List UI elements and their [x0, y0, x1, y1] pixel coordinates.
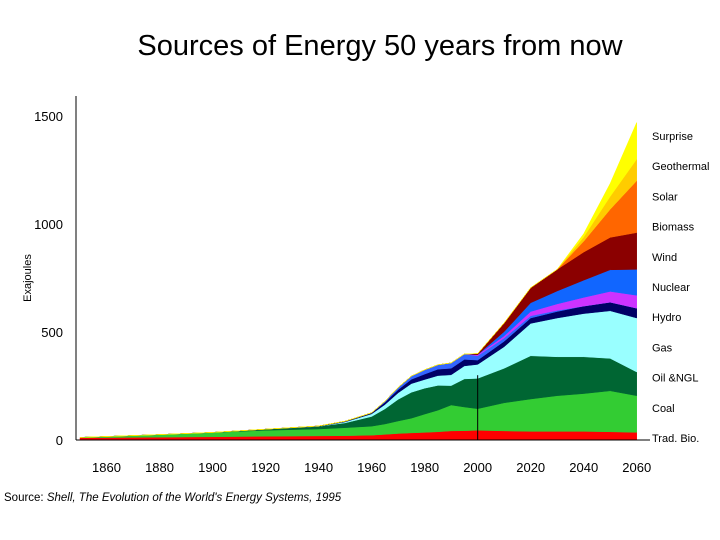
- series-label-hydro: Hydro: [652, 312, 681, 324]
- x-tick-label: 2060: [622, 460, 651, 475]
- y-tick-label: 0: [56, 433, 63, 448]
- series-label-oil-ngl: Oil &NGL: [652, 373, 698, 385]
- axes: [75, 96, 650, 441]
- area-top-band-11: [79, 122, 637, 438]
- series-labels: Trad. Bio. Coal Oil &NGL Gas Hydro Nuclear Win…: [652, 131, 709, 445]
- y-axis-label: Exajoules: [22, 254, 34, 302]
- x-tick-label: 1880: [145, 460, 174, 475]
- x-tick-label: 2020: [516, 460, 545, 475]
- area-coal: [79, 390, 637, 439]
- y-tick-label: 1500: [34, 109, 63, 124]
- chart-title: Sources of Energy 50 years from now: [137, 30, 623, 62]
- source-prefix: Source:: [4, 492, 44, 504]
- series-label-gas: Gas: [652, 342, 673, 354]
- x-tick-label: 2040: [569, 460, 598, 475]
- x-tick-label: 1920: [251, 460, 280, 475]
- series-areas: [79, 122, 637, 441]
- tick-labels: 1860 1880 1900 1920 1940 1960 1980 2000 2020 2040…: [22, 109, 651, 475]
- series-label-biomass: Biomass: [652, 222, 695, 234]
- x-tick-label: 1960: [357, 460, 386, 475]
- series-label-wind: Wind: [652, 252, 677, 264]
- x-tick-label: 2000: [463, 460, 492, 475]
- series-label-surprise: Surprise: [652, 131, 693, 143]
- series-label-trad-bio-: Trad. Bio.: [652, 433, 699, 445]
- y-tick-label: 500: [41, 325, 63, 340]
- series-label-coal: Coal: [652, 403, 675, 415]
- series-label-nuclear: Nuclear: [652, 282, 690, 294]
- source-work: Shell, The Evolution of the World's Ener…: [46, 492, 342, 504]
- x-tick-label: 1980: [410, 460, 439, 475]
- y-tick-label: 1000: [34, 217, 63, 232]
- source-note: Source: Shell, The Evolution of the Worl…: [4, 492, 341, 504]
- x-tick-label: 1900: [198, 460, 227, 475]
- x-tick-label: 1860: [92, 460, 121, 475]
- x-tick-label: 1940: [304, 460, 333, 475]
- series-label-solar: Solar: [652, 191, 678, 203]
- series-label-geothermal: Geothermal: [652, 161, 709, 173]
